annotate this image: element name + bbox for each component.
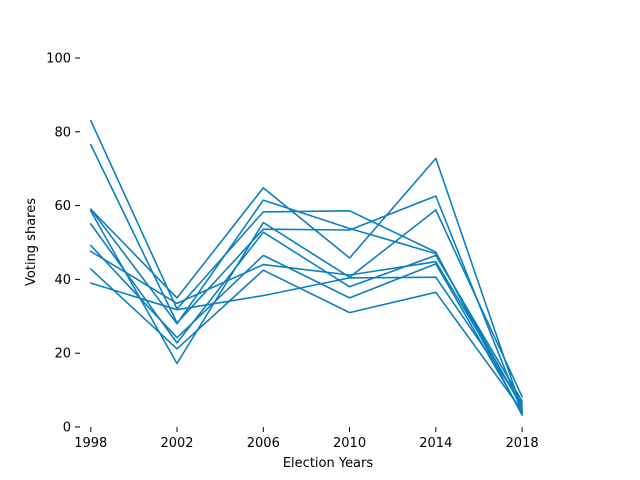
series-line-4 — [89, 199, 524, 409]
x-tick-label: 1998 — [74, 436, 107, 451]
x-tick-label: 2018 — [506, 436, 539, 451]
series-lines — [89, 119, 524, 417]
y-tick-label: 100 — [46, 52, 71, 67]
x-tick-label: 2002 — [160, 436, 193, 451]
y-tick-label: 60 — [54, 199, 71, 214]
y-tick-label: 40 — [54, 273, 71, 288]
x-axis-label: Election Years — [283, 456, 374, 471]
series-line-7 — [89, 244, 524, 415]
series-line-10 — [89, 276, 524, 405]
axes: 0 20 40 60 80 100 1998 2002 2006 2010 2014 2018 — [46, 52, 538, 452]
x-tick-label: 2006 — [247, 436, 280, 451]
series-line-5 — [89, 209, 524, 398]
y-axis-label: Voting shares — [24, 198, 39, 286]
y-tick-label: 80 — [54, 125, 71, 140]
series-line-2 — [89, 143, 524, 414]
y-tick-label: 20 — [54, 347, 71, 362]
x-tick-label: 2014 — [419, 436, 452, 451]
y-tick-label: 0 — [63, 421, 71, 436]
x-tick-label: 2010 — [333, 436, 366, 451]
series-line-3 — [89, 157, 524, 412]
series-line-8 — [89, 250, 524, 407]
series-line-9 — [89, 267, 524, 412]
series-line-1 — [89, 119, 524, 417]
